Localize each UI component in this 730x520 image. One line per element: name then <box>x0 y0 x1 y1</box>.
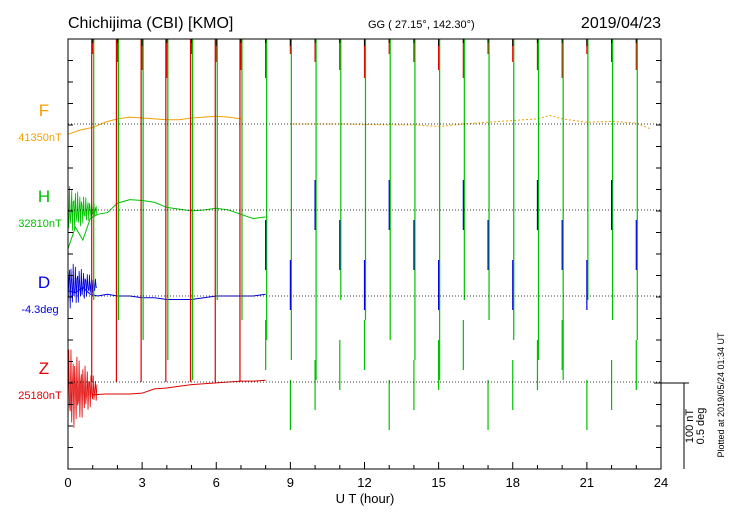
gap-spike <box>561 39 564 380</box>
gap-spike <box>388 39 391 430</box>
gap-spike <box>610 39 614 410</box>
gap-spike <box>413 39 416 410</box>
scale-deg-label: 0.5 deg <box>695 408 707 445</box>
x-tick-label: 6 <box>213 475 220 490</box>
date-label: 2019/04/23 <box>581 15 661 32</box>
x-axis-label: U T (hour) <box>336 491 395 506</box>
scale-nt-label: 100 nT <box>684 409 696 444</box>
series-z <box>92 379 266 396</box>
noise-burst <box>67 349 98 431</box>
gap-spike <box>438 39 441 390</box>
gap-spike <box>487 39 490 430</box>
coordinates-label: GG ( 27.15°, 142.30°) <box>368 19 475 31</box>
component-base-h: 32810nT <box>18 218 62 230</box>
x-tick-label: 0 <box>64 475 71 490</box>
gap-spike <box>462 39 465 370</box>
component-letter-f: F <box>39 101 49 120</box>
component-base-f: 41350nT <box>18 132 62 144</box>
component-letter-d: D <box>38 273 50 292</box>
gap-spike <box>339 39 342 390</box>
noise-burst <box>67 263 98 309</box>
x-tick-label: 21 <box>580 475 594 490</box>
ticks-layer <box>67 38 662 470</box>
series-d <box>67 286 266 300</box>
gap-spike <box>140 39 144 382</box>
component-base-z: 25180nT <box>18 390 62 402</box>
series-f <box>67 115 242 135</box>
plotted-at-label: Plotted at 2019/05/24 01:34 UT <box>716 332 726 458</box>
plot-frame <box>67 38 662 470</box>
x-tick-label: 9 <box>287 475 294 490</box>
series-h <box>67 199 266 249</box>
x-tick-label: 12 <box>357 475 371 490</box>
gap-spike <box>512 39 515 410</box>
x-tick-label: 15 <box>431 475 445 490</box>
gap-spike <box>363 39 367 370</box>
gap-spike <box>314 39 317 410</box>
gap-spike <box>165 39 169 382</box>
x-tick-label: 3 <box>139 475 146 490</box>
x-tick-label: 18 <box>506 475 520 490</box>
component-letter-z: Z <box>39 359 49 378</box>
series-f-late <box>290 114 652 130</box>
gap-spike <box>115 39 120 382</box>
noise-burst <box>67 186 98 231</box>
station-title: Chichijima (CBI) [KMO] <box>68 15 233 32</box>
traces-layer <box>67 39 652 431</box>
x-tick-label: 24 <box>654 475 668 490</box>
gap-spike <box>91 39 95 382</box>
component-base-d: -4.3deg <box>21 304 58 316</box>
gap-spike <box>536 39 540 390</box>
gap-spike <box>239 39 243 382</box>
gap-spike <box>289 39 292 430</box>
labels-layer: 0 3 6 9 12 15 18 21 24 F 41350nT H 32810nT D -4.3deg Z 2… <box>18 101 668 490</box>
gap-spike <box>586 39 589 430</box>
gap-spike <box>265 39 268 370</box>
component-letter-h: H <box>38 187 50 206</box>
gap-spike <box>214 39 218 382</box>
gap-spike <box>635 39 638 390</box>
